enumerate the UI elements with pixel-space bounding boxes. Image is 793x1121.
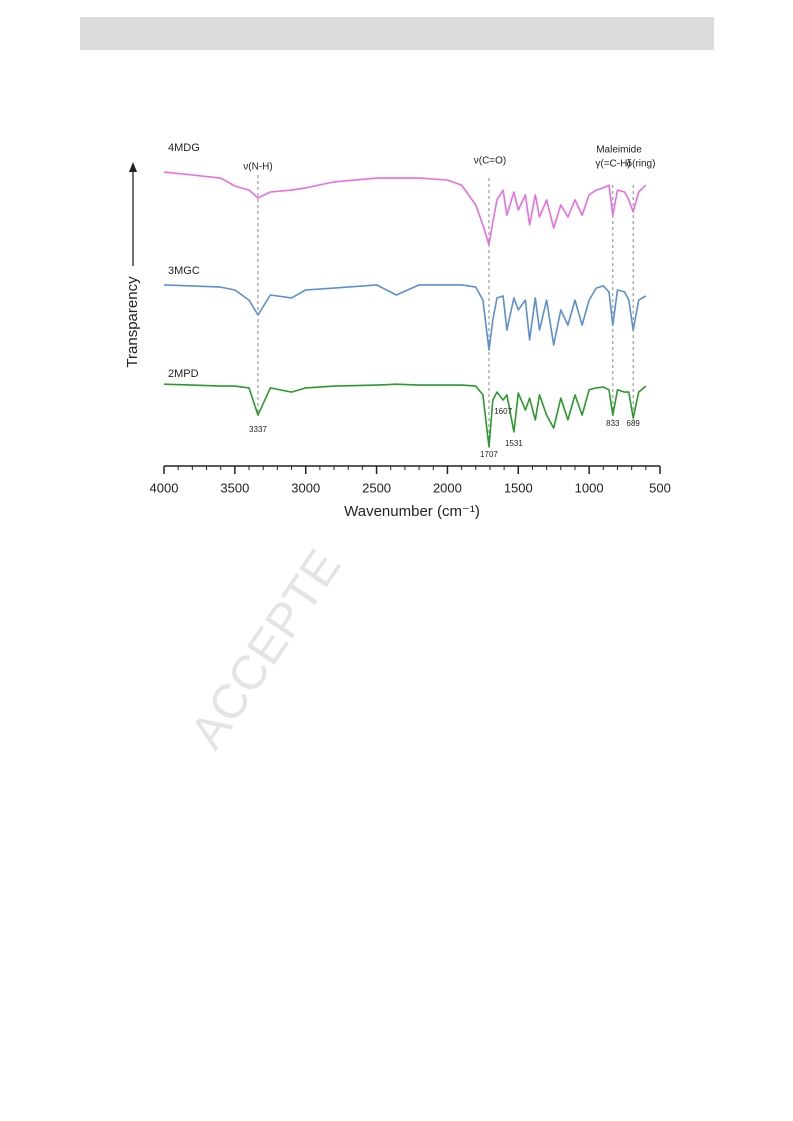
x-axis-label: Wavenumber (cm⁻¹): [344, 503, 480, 520]
header-bar: [80, 17, 714, 50]
x-tick-label: 3000: [291, 480, 320, 495]
chart-area: [150, 140, 670, 525]
series-label: 3MGC: [168, 265, 200, 277]
peak-label: 1531: [505, 439, 523, 448]
peak-label: 689: [627, 419, 641, 428]
x-tick-label: 1000: [575, 480, 604, 495]
band-label: Maleimide: [596, 145, 642, 156]
peak-label: 3337: [249, 425, 267, 434]
band-label: γ(=C-H): [595, 159, 630, 170]
watermark: ACCEPTE: [181, 541, 352, 759]
y-axis-arrowhead: [129, 162, 137, 172]
peak-label: 1707: [480, 450, 498, 459]
x-tick-label: 500: [649, 480, 671, 495]
x-tick-label: 2500: [362, 480, 391, 495]
peak-label: 1607: [494, 407, 512, 416]
series-label: 2MPD: [168, 368, 199, 380]
series-line: [163, 383, 647, 448]
band-label: ν(N-H): [243, 162, 272, 173]
x-tick-label: 4000: [150, 480, 179, 495]
x-tick-label: 3500: [220, 480, 249, 495]
y-axis-label: Transparency: [124, 276, 141, 368]
series-label: 4MDG: [168, 142, 200, 154]
x-tick-label: 1500: [504, 480, 533, 495]
peak-label: 833: [606, 419, 620, 428]
band-label: ν(C=O): [474, 156, 507, 167]
series-line: [163, 284, 647, 351]
series-line: [163, 171, 647, 246]
band-label: δ(ring): [627, 159, 656, 170]
x-tick-label: 2000: [433, 480, 462, 495]
